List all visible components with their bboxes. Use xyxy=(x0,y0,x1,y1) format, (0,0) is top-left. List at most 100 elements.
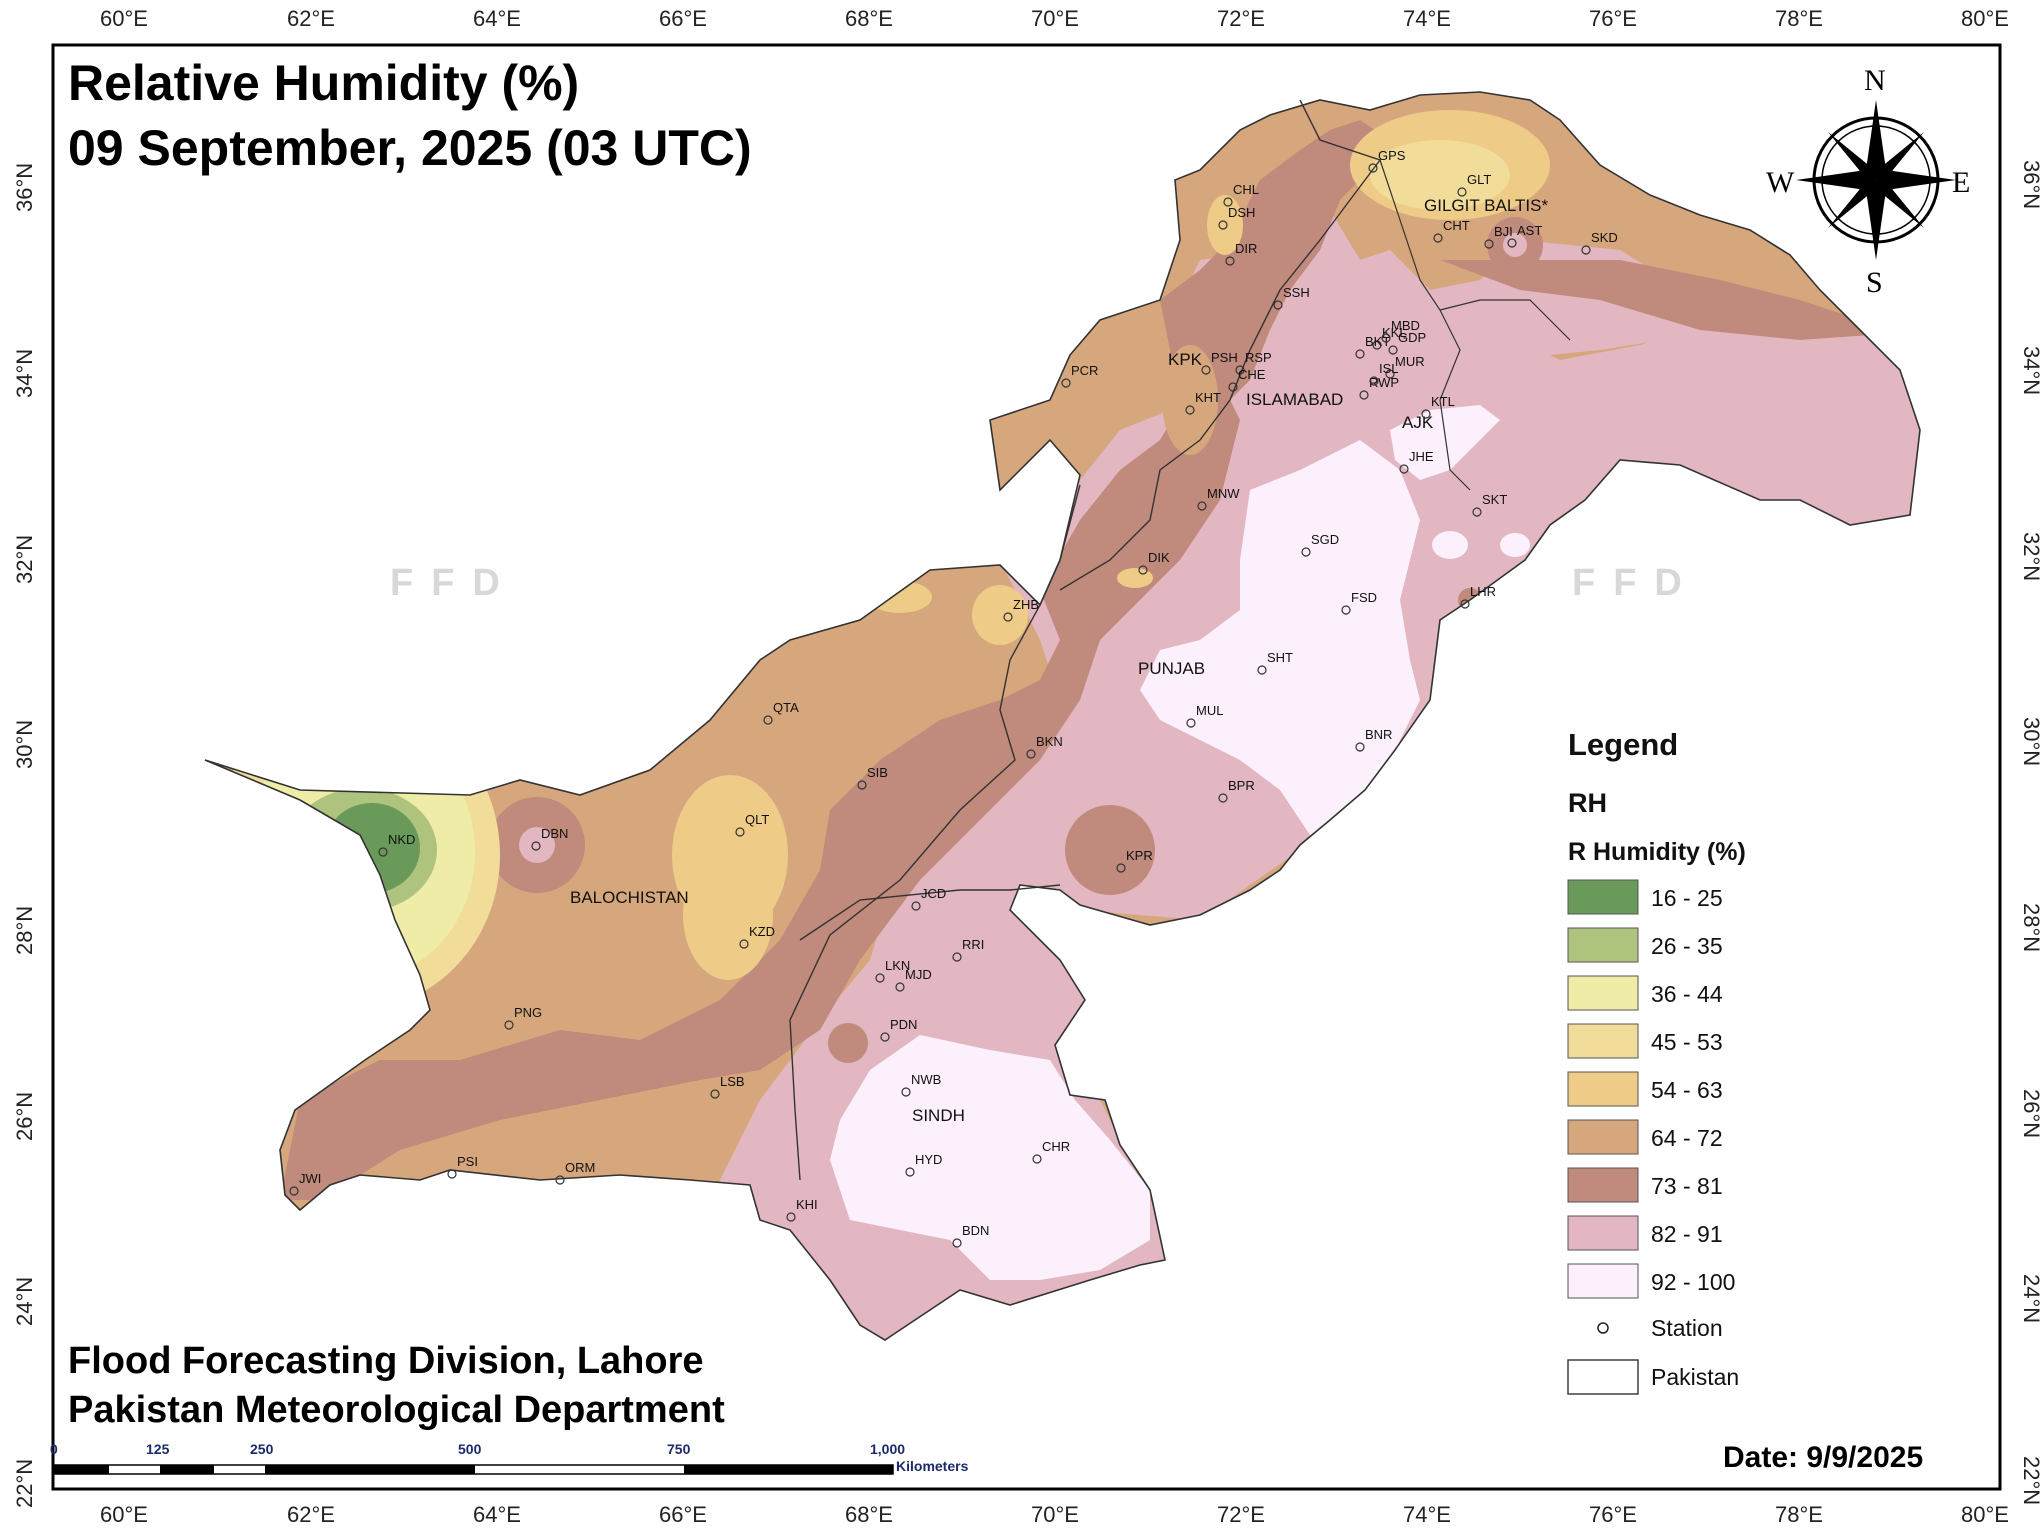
legend-class-label: 26 - 35 xyxy=(1651,933,1723,959)
station-marker xyxy=(378,847,388,857)
station-marker xyxy=(880,1032,890,1042)
scale-bar-segment xyxy=(55,1465,109,1474)
rh-54-63-zone-kzd xyxy=(683,850,773,980)
gilgit-boundary xyxy=(1439,299,1571,341)
station-label: CHR xyxy=(1042,1139,1070,1154)
rh-92-100-zone-ajk xyxy=(1390,405,1500,480)
station-label: JCD xyxy=(921,886,946,901)
station-label: LSB xyxy=(720,1074,745,1089)
rh-54-63-zone-zhb xyxy=(972,585,1028,645)
station-marker xyxy=(1341,605,1351,615)
rh-54-63-zone-dik xyxy=(1117,568,1153,588)
station-marker xyxy=(952,1238,962,1248)
station-label: KTL xyxy=(1431,394,1455,409)
station-label: SIB xyxy=(867,765,888,780)
scale-tick-label: 750 xyxy=(667,1441,691,1457)
region-label: SINDH xyxy=(912,1106,965,1125)
station-label: BKN xyxy=(1036,734,1063,749)
rh-92-100-spot xyxy=(1500,533,1530,557)
lat-label-left: 26°N xyxy=(12,1092,37,1141)
station-label: DIR xyxy=(1235,241,1257,256)
compass-needle-n xyxy=(1866,100,1886,180)
station-label: PNG xyxy=(514,1005,542,1020)
compass-w-label: W xyxy=(1766,166,1795,199)
station-label: KPR xyxy=(1126,848,1153,863)
station-label: SKT xyxy=(1482,492,1507,507)
scale-bar-segment xyxy=(265,1465,475,1474)
rh-45-53-zone-gilgit xyxy=(1370,140,1510,210)
station-label: PCR xyxy=(1071,363,1098,378)
legend-class-label: 36 - 44 xyxy=(1651,981,1723,1007)
station-marker xyxy=(1355,349,1365,359)
scale-tick-label: 250 xyxy=(250,1441,274,1457)
legend-field-name: R Humidity (%) xyxy=(1568,838,1746,866)
lat-label-right: 32°N xyxy=(2019,532,2040,581)
lat-label-left: 36°N xyxy=(12,163,37,212)
lat-label-left: 22°N xyxy=(12,1459,37,1508)
lon-label-top: 60°E xyxy=(100,6,148,31)
station-label: PSI xyxy=(457,1154,478,1169)
compass-needle-ne xyxy=(1876,132,1924,180)
station-marker xyxy=(504,1020,514,1030)
footer-department: Pakistan Meteorological Department xyxy=(68,1389,725,1431)
lon-label-bottom: 68°E xyxy=(845,1502,893,1527)
lon-label-top: 68°E xyxy=(845,6,893,31)
station-marker xyxy=(1388,345,1398,355)
station-label: CHL xyxy=(1233,182,1259,197)
watermark-right: FFD xyxy=(1572,562,1700,604)
lat-label-left: 34°N xyxy=(12,349,37,398)
legend-class-label: 64 - 72 xyxy=(1651,1125,1723,1151)
rh-64-72-zone-kht xyxy=(1162,345,1218,455)
station-label: KZD xyxy=(749,924,775,939)
lon-label-top: 80°E xyxy=(1961,6,2009,31)
station-label: FSD xyxy=(1351,590,1377,605)
station-marker xyxy=(1472,507,1482,517)
rh-92-100-zone-sindh xyxy=(830,1035,1150,1280)
legend-swatch xyxy=(1567,1119,1639,1155)
station-label: CHT xyxy=(1443,218,1470,233)
station-label: RWP xyxy=(1369,375,1399,390)
legend-swatch xyxy=(1567,1023,1639,1059)
legend-pakistan-label: Pakistan xyxy=(1651,1364,1739,1390)
station-label: NKD xyxy=(388,832,415,847)
legend-class-label: 92 - 100 xyxy=(1651,1269,1735,1295)
rh-54-63-zone-dir xyxy=(1207,195,1243,255)
legend-class-label: 45 - 53 xyxy=(1651,1029,1723,1055)
station-marker xyxy=(710,1089,720,1099)
ajk-boundary xyxy=(1379,159,1471,491)
lon-label-bottom: 62°E xyxy=(287,1502,335,1527)
region-label: ISLAMABAD xyxy=(1246,390,1343,409)
compass-needle-sw xyxy=(1828,180,1876,228)
station-label: RRI xyxy=(962,937,984,952)
region-label: GILGIT BALTIS* xyxy=(1424,196,1548,215)
legend-swatch xyxy=(1567,879,1639,915)
station-label: BKT xyxy=(1365,334,1390,349)
compass-needle-nw xyxy=(1828,132,1876,180)
lon-label-top: 62°E xyxy=(287,6,335,31)
station-label: ORM xyxy=(565,1160,595,1175)
station-marker xyxy=(1359,390,1369,400)
rh-73-81-blob xyxy=(828,1023,868,1063)
station-marker xyxy=(1201,365,1211,375)
station-marker xyxy=(1061,378,1071,388)
station-label: SGD xyxy=(1311,532,1339,547)
station-marker xyxy=(1197,501,1207,511)
station-marker xyxy=(952,952,962,962)
rh-73-81-blob xyxy=(1065,805,1155,895)
station-label: MUL xyxy=(1196,703,1223,718)
station-marker xyxy=(1355,742,1365,752)
station-marker xyxy=(555,1175,565,1185)
compass-needle-e xyxy=(1876,170,1956,190)
station-marker xyxy=(1368,163,1378,173)
station-label: LHR xyxy=(1470,584,1496,599)
legend-swatch xyxy=(1567,927,1639,963)
legend-station-symbol xyxy=(1597,1322,1609,1334)
station-marker xyxy=(1433,233,1443,243)
station-label: BJI xyxy=(1494,224,1513,239)
compass-n-label: N xyxy=(1864,64,1886,97)
legend-classes: 16 - 25 26 - 35 36 - 44 45 - 53 54 - 63 64 - … xyxy=(1567,879,1735,1299)
map-title: Relative Humidity (%) xyxy=(68,55,579,111)
station-marker xyxy=(1026,749,1036,759)
lat-label-right: 36°N xyxy=(2019,160,2040,209)
